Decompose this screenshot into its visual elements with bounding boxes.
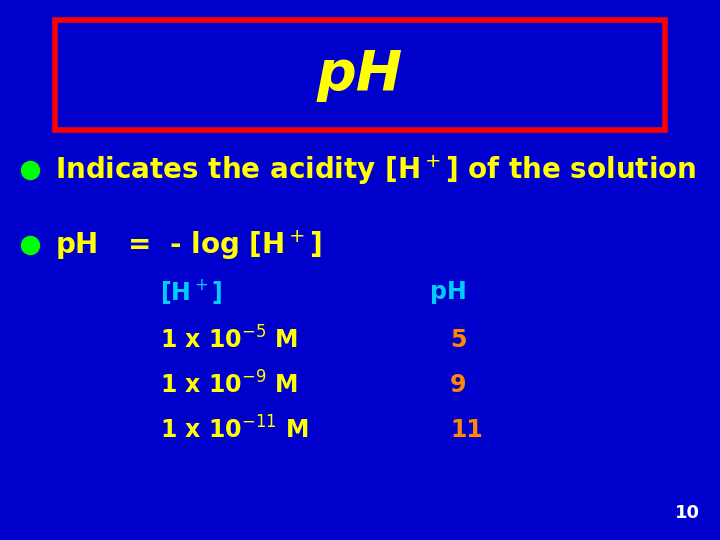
Text: 1 x 10$^{-11}$ M: 1 x 10$^{-11}$ M (160, 416, 308, 443)
Text: [H$^+$]: [H$^+$] (160, 278, 222, 307)
Text: 5: 5 (450, 328, 467, 352)
FancyBboxPatch shape (55, 20, 665, 130)
Text: 9: 9 (450, 373, 467, 397)
Text: pH   =  - log [H$^+$]: pH = - log [H$^+$] (55, 228, 322, 262)
Text: pH: pH (317, 48, 403, 102)
Text: 1 x 10$^{-9}$ M: 1 x 10$^{-9}$ M (160, 372, 298, 399)
Text: pH: pH (430, 280, 467, 304)
Text: 10: 10 (675, 504, 700, 522)
Text: 11: 11 (450, 418, 482, 442)
Text: Indicates the acidity [H$^+$] of the solution: Indicates the acidity [H$^+$] of the sol… (55, 153, 696, 187)
Text: 1 x 10$^{-5}$ M: 1 x 10$^{-5}$ M (160, 326, 298, 354)
